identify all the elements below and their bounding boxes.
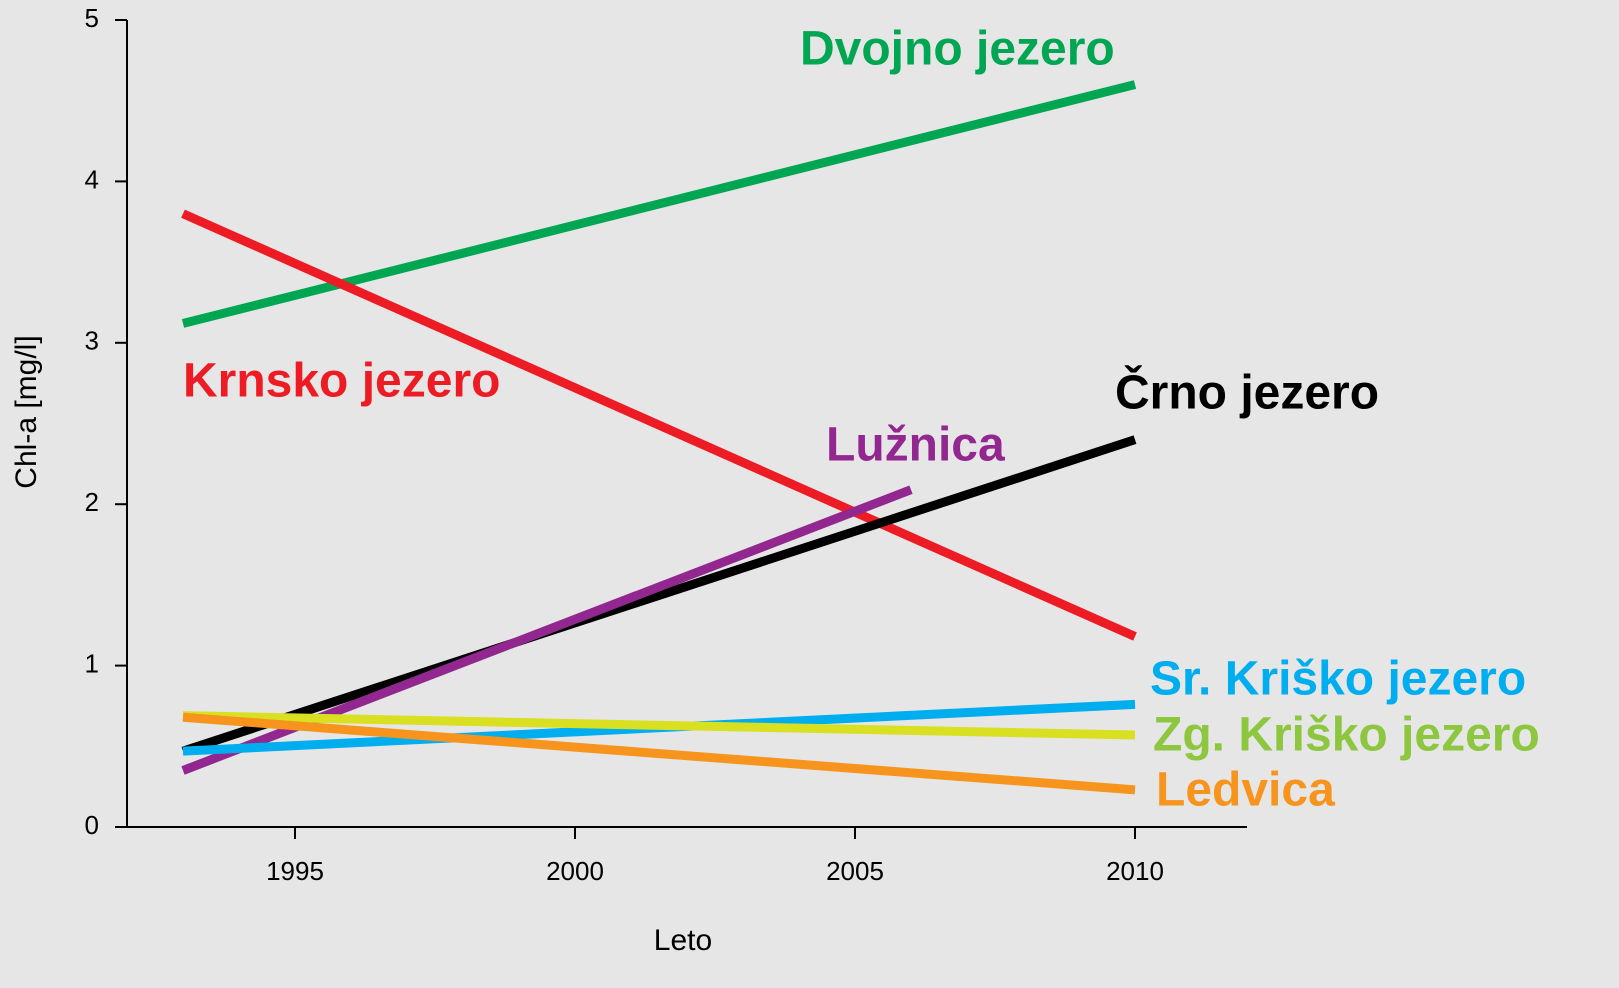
x-tick-label: 1995: [266, 856, 324, 886]
series-label: Dvojno jezero: [800, 23, 1115, 76]
series-line: [182, 711, 1136, 740]
series-label: Ledvica: [1156, 764, 1335, 817]
y-tick-label: 2: [85, 487, 99, 517]
series-label: Lužnica: [826, 419, 1005, 472]
series-line: [181, 435, 1137, 756]
x-axis-label: Leto: [654, 924, 712, 957]
y-axis-label: Chl-a [mg/l]: [10, 335, 43, 488]
y-tick-label: 5: [85, 3, 99, 33]
y-tick-label: 3: [85, 326, 99, 356]
series-label: Sr. Kriško jezero: [1150, 653, 1526, 706]
series-line: [181, 209, 1137, 641]
y-tick-label: 4: [85, 164, 99, 194]
x-tick-label: 2010: [1106, 856, 1164, 886]
series-label: Zg. Kriško jezero: [1153, 709, 1540, 762]
x-tick-label: 2005: [826, 856, 884, 886]
y-tick-label: 1: [85, 648, 99, 678]
series-label: Krnsko jezero: [183, 355, 500, 408]
series-line: [182, 712, 1136, 795]
y-tick-label: 0: [85, 810, 99, 840]
series-label: Črno jezero: [1115, 365, 1379, 420]
x-tick-label: 2000: [546, 856, 604, 886]
